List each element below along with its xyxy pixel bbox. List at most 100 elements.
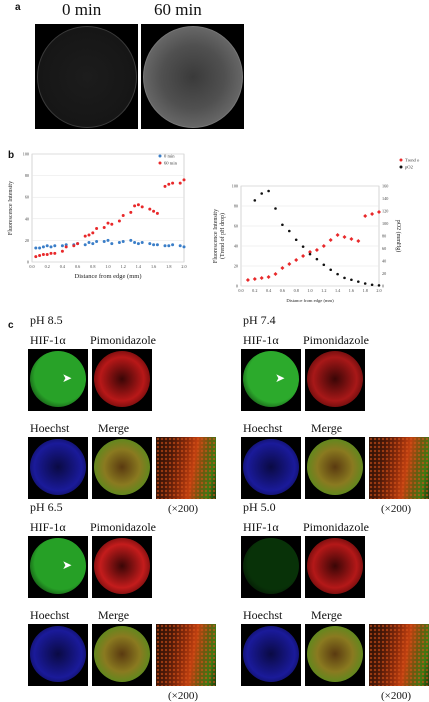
x-tick-label: 0.8	[294, 288, 299, 293]
data-point	[308, 252, 312, 256]
data-point	[308, 250, 312, 254]
data-point	[110, 242, 114, 246]
data-point	[259, 276, 264, 280]
data-point	[273, 272, 278, 276]
y-right-tick-label: 80	[382, 234, 386, 239]
y-tick-label: 80	[25, 173, 29, 178]
pimonidazole-image	[92, 349, 152, 411]
data-point	[34, 255, 38, 259]
hif-image: ➤	[241, 349, 301, 411]
hif-image: ➤	[28, 349, 88, 411]
data-point	[106, 221, 110, 225]
pimonidazole-label: Pimonidazole	[90, 333, 156, 347]
x-tick-label: 1.4	[136, 264, 142, 269]
y-axis-label: (Trend of pH drop)	[219, 213, 226, 259]
y-right-tick-label: 0	[382, 284, 384, 289]
ph-label: pH 6.5	[30, 500, 63, 514]
data-point	[301, 245, 305, 248]
y-right-tick-label: 100	[382, 221, 388, 226]
x-tick-label: 2.0	[181, 264, 186, 269]
x-axis-label: Distance from edge (mm)	[75, 273, 142, 280]
legend-label: pO2	[405, 165, 414, 170]
legend-label: 60 min	[164, 161, 178, 166]
data-point	[41, 252, 45, 256]
pimonidazole-image	[305, 536, 365, 598]
data-point	[87, 233, 91, 237]
data-point	[253, 199, 257, 202]
hoechst-image	[241, 624, 301, 686]
data-point	[294, 258, 299, 262]
y-tick-label: 40	[234, 244, 238, 249]
x-tick-label: 0.6	[280, 288, 285, 293]
data-point	[117, 219, 121, 223]
x-axis-label: Distance from edge (mm)	[286, 298, 334, 303]
x-tick-label: 0.2	[45, 264, 50, 269]
y-right-tick-label: 140	[382, 196, 388, 201]
data-point	[363, 214, 368, 218]
y-tick-label: 60	[234, 224, 238, 229]
merge-image	[92, 624, 152, 686]
data-point	[110, 222, 114, 226]
x-tick-label: 1.8	[363, 288, 368, 293]
legend-marker	[399, 158, 403, 162]
data-point	[163, 184, 167, 188]
merge-label: Merge	[311, 421, 343, 435]
data-point	[53, 251, 57, 255]
data-point	[38, 246, 42, 250]
title-0min: 0 min	[62, 0, 102, 19]
data-point	[294, 238, 298, 242]
data-point	[87, 241, 91, 245]
data-point	[155, 243, 159, 247]
legend-marker	[399, 165, 403, 169]
data-point	[140, 205, 144, 209]
data-point	[102, 225, 106, 229]
data-point	[314, 248, 319, 252]
arrow-icon: ➤	[62, 371, 73, 385]
merge-image	[92, 437, 152, 499]
x-tick-label: 1.0	[105, 264, 110, 269]
data-point	[315, 257, 319, 261]
hif-label: HIF-1α	[243, 333, 279, 347]
x-tick-label: 1.2	[121, 264, 126, 269]
dish-image-0min	[35, 24, 138, 129]
legend-marker	[158, 154, 162, 158]
hoechst-label: Hoechst	[243, 421, 283, 435]
x-tick-label: 0.0	[29, 264, 34, 269]
title-60min: 60 min	[154, 0, 202, 19]
merge-zoom-image	[156, 437, 216, 499]
pimonidazole-label: Pimonidazole	[303, 520, 369, 534]
merge-image	[305, 624, 365, 686]
data-point	[45, 244, 49, 248]
ph-label: pH 5.0	[243, 500, 276, 514]
data-point	[274, 207, 277, 210]
magnification-label: (×200)	[381, 503, 412, 515]
pimonidazole-label: Pimonidazole	[303, 333, 369, 347]
y-axis-label: Fluorescence Intensity	[8, 181, 14, 235]
data-point	[281, 223, 284, 227]
data-point	[129, 210, 133, 214]
data-point	[34, 246, 38, 250]
merge-zoom-image	[369, 624, 429, 686]
ph-label: pH 8.5	[30, 313, 63, 327]
legend-label: Trend o	[405, 158, 420, 163]
x-tick-label: 0.2	[252, 288, 257, 293]
y-tick-label: 20	[234, 264, 238, 269]
dish-image-60min	[141, 24, 244, 129]
hif-label: HIF-1α	[30, 333, 66, 347]
plot-frame	[240, 185, 380, 287]
y-axis-label: Fluorescence Intensity	[213, 209, 219, 263]
data-point	[167, 182, 171, 186]
data-point	[72, 244, 76, 248]
data-point	[377, 210, 381, 214]
pimonidazole-image	[92, 536, 152, 598]
y-right-tick-label: 40	[382, 259, 386, 264]
y-tick-label: 20	[25, 238, 29, 243]
data-point	[260, 192, 263, 195]
x-tick-label: 0.8	[90, 264, 95, 269]
y-tick-label: 0	[27, 260, 29, 265]
data-point	[49, 251, 53, 255]
hoechst-label: Hoechst	[30, 421, 70, 435]
data-point	[182, 245, 186, 249]
x-tick-label: 1.6	[349, 288, 354, 293]
data-point	[102, 239, 106, 243]
